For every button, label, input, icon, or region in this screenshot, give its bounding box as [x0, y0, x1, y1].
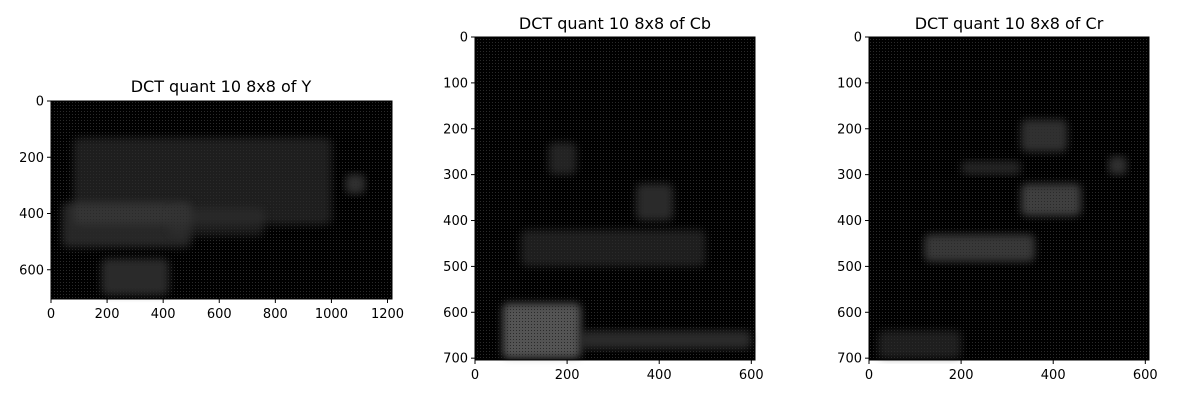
y-ticks-cr: 0 100 200 300 400 500 600 700 — [837, 31, 869, 367]
y-tick-label: 500 — [837, 260, 862, 275]
x-tick-label: 0 — [471, 368, 479, 383]
y-tick-label: 400 — [837, 214, 862, 229]
y-tick-label: 700 — [443, 352, 468, 367]
y-tick-label: 600 — [19, 263, 44, 278]
y-tick-label: 600 — [837, 306, 862, 321]
panel-title-y: DCT quant 10 8x8 of Y — [131, 77, 312, 96]
panel-title-cb: DCT quant 10 8x8 of Cb — [519, 14, 711, 33]
x-tick-label: 200 — [555, 368, 580, 383]
x-ticks-y: 0 200 400 600 800 1000 1200 — [47, 299, 404, 322]
x-tick-label: 600 — [207, 307, 232, 322]
x-tick-label: 600 — [1133, 368, 1158, 383]
x-tick-label: 200 — [949, 368, 974, 383]
y-tick-label: 300 — [837, 168, 862, 183]
y-tick-label: 0 — [460, 31, 468, 46]
y-tick-label: 400 — [19, 207, 44, 222]
x-tick-label: 200 — [95, 307, 120, 322]
y-tick-label: 500 — [443, 260, 468, 275]
image-frame-y — [50, 100, 393, 300]
x-tick-label: 400 — [151, 307, 176, 322]
y-ticks-y: 0 200 400 600 — [19, 95, 51, 278]
x-ticks-cb: 0 200 400 600 — [471, 360, 764, 383]
x-tick-label: 1000 — [315, 307, 348, 322]
y-tick-label: 200 — [443, 122, 468, 137]
image-frame-cb — [474, 36, 756, 361]
y-tick-label: 400 — [443, 214, 468, 229]
y-ticks-cb: 0 100 200 300 400 500 600 700 — [443, 31, 475, 367]
y-tick-label: 0 — [854, 31, 862, 46]
x-tick-label: 400 — [1041, 368, 1066, 383]
y-tick-label: 700 — [837, 352, 862, 367]
x-ticks-cr: 0 200 400 600 — [865, 360, 1158, 383]
y-tick-label: 300 — [443, 168, 468, 183]
x-tick-label: 1200 — [371, 307, 404, 322]
panel-cb: DCT quant 10 8x8 of Cb 0 200 400 600 0 100 20… — [443, 14, 764, 383]
panel-title-cr: DCT quant 10 8x8 of Cr — [915, 14, 1104, 33]
block-grid-cb — [475, 37, 755, 360]
image-frame-cr — [868, 36, 1150, 361]
block-grid-y — [51, 101, 392, 299]
x-tick-label: 400 — [647, 368, 672, 383]
y-tick-label: 200 — [19, 151, 44, 166]
x-tick-label: 600 — [739, 368, 764, 383]
y-tick-label: 100 — [837, 76, 862, 91]
x-tick-label: 800 — [263, 307, 288, 322]
y-tick-label: 200 — [837, 122, 862, 137]
x-tick-label: 0 — [865, 368, 873, 383]
panel-y: DCT quant 10 8x8 of Y 0 200 400 600 800 1000 1… — [19, 77, 404, 322]
panel-cr: DCT quant 10 8x8 of Cr 0 200 400 600 0 100 20… — [837, 14, 1158, 383]
y-tick-label: 600 — [443, 306, 468, 321]
x-tick-label: 0 — [47, 307, 55, 322]
y-tick-label: 100 — [443, 76, 468, 91]
y-tick-label: 0 — [36, 95, 44, 110]
block-grid-cr — [869, 37, 1149, 360]
